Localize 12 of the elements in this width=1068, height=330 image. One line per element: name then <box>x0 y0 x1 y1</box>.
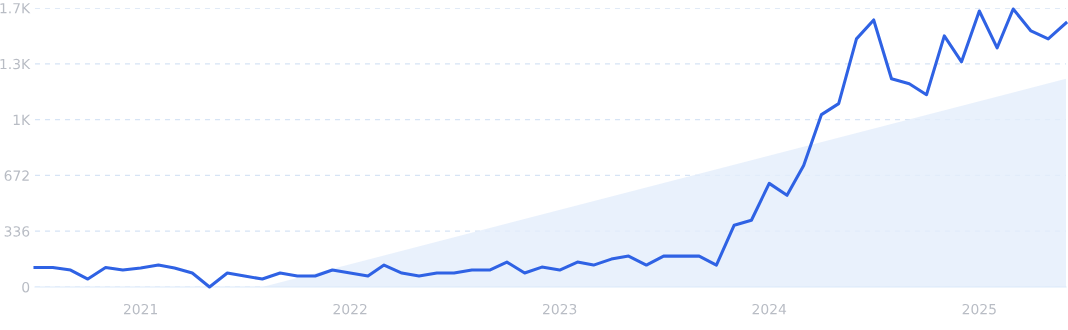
y-tick-label: 0 <box>22 281 30 293</box>
y-tick-label: 1.7K <box>0 3 31 14</box>
line-series <box>33 7 1068 289</box>
y-tick-label: 1K <box>13 114 31 125</box>
y-tick-label: 672 <box>4 170 29 181</box>
y-tick-label: 336 <box>4 226 30 237</box>
x-tick-label: 2022 <box>333 303 367 315</box>
x-tick-label: 2024 <box>752 303 787 315</box>
x-tick-label: 2021 <box>123 303 158 315</box>
x-tick-label: 2023 <box>543 303 577 315</box>
x-tick-label: 2025 <box>962 303 996 315</box>
y-tick-label: 1.3K <box>0 58 31 70</box>
